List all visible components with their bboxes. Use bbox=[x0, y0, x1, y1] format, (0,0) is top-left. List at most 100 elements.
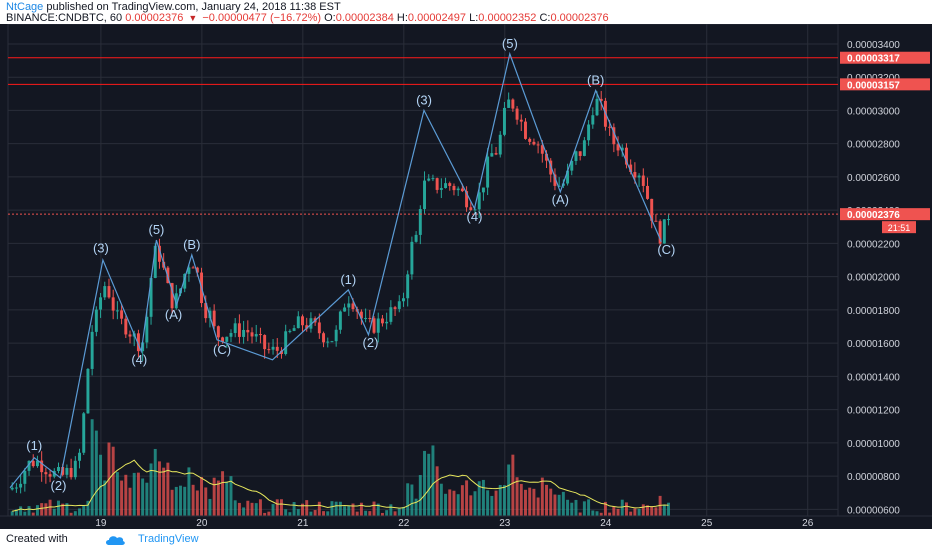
volume-bar bbox=[237, 502, 241, 516]
candle-body bbox=[279, 350, 283, 355]
volume-bar bbox=[301, 503, 304, 516]
volume-bar bbox=[532, 488, 536, 516]
candle-body bbox=[570, 160, 574, 171]
price-label-bg bbox=[840, 51, 930, 64]
volume-bar bbox=[44, 503, 48, 516]
candle-body bbox=[397, 301, 401, 309]
candle-body bbox=[444, 183, 448, 189]
volume-bar bbox=[624, 502, 628, 516]
volume-bar bbox=[23, 511, 27, 516]
volume-bar bbox=[187, 467, 191, 516]
volume-bar bbox=[145, 482, 149, 516]
tradingview-cloud-icon bbox=[106, 536, 125, 545]
candle-body bbox=[380, 318, 384, 324]
candle-body bbox=[591, 115, 595, 125]
candle-body bbox=[402, 298, 405, 302]
x-tick-label: 25 bbox=[701, 518, 713, 529]
candle-body bbox=[549, 160, 553, 175]
volume-bar bbox=[469, 495, 473, 516]
volume-bar bbox=[162, 467, 166, 516]
tradingview-brand[interactable]: TradingView bbox=[138, 533, 199, 545]
candle-body bbox=[57, 467, 60, 471]
price-chart[interactable]: (1) (2) (3) (4) (5) (A) (B) (C) (1) (2) (3) (4) (5) (… bbox=[0, 24, 932, 529]
candle-body bbox=[515, 108, 519, 120]
volume-bar bbox=[561, 491, 565, 516]
candle-body bbox=[536, 144, 540, 146]
high-value: 0.00002497 bbox=[407, 12, 467, 24]
candle-body bbox=[338, 311, 342, 330]
volume-bar bbox=[582, 501, 586, 516]
volume-bars bbox=[10, 419, 671, 516]
volume-bar bbox=[57, 500, 60, 516]
volume-bar bbox=[603, 501, 607, 516]
wave-label: (4) bbox=[131, 352, 147, 367]
volume-bar bbox=[524, 489, 527, 516]
volume-bar bbox=[620, 499, 624, 516]
price-axis[interactable]: 0.00000600 0.00000800 0.00001000 0.00001200… bbox=[840, 40, 930, 516]
volume-bar bbox=[229, 476, 233, 516]
volume-bar bbox=[570, 502, 574, 516]
time-axis[interactable]: 19 20 21 22 23 24 25 26 bbox=[0, 515, 932, 529]
volume-bar bbox=[406, 483, 410, 516]
candle-body bbox=[347, 303, 351, 308]
published-text: published on TradingView.com, January 24… bbox=[46, 1, 341, 13]
chart-canvas[interactable]: (1) (2) (3) (4) (5) (A) (B) (C) (1) (2) (3) (4) (5) (… bbox=[0, 24, 932, 529]
candle-body bbox=[237, 323, 241, 337]
volume-bar bbox=[460, 485, 464, 516]
candle-body bbox=[271, 346, 275, 350]
volume-bar bbox=[208, 498, 212, 516]
publish-line: NtCage published on TradingView.com, Jan… bbox=[6, 1, 341, 13]
high-label: H: bbox=[396, 12, 408, 24]
candle-body bbox=[254, 334, 258, 337]
volume-bar bbox=[35, 505, 39, 516]
volume-bar bbox=[166, 462, 170, 516]
price-label-bg bbox=[840, 78, 930, 91]
volume-bar bbox=[284, 509, 288, 516]
candle-body bbox=[376, 318, 380, 333]
candle-body bbox=[86, 368, 90, 414]
candle-body bbox=[528, 138, 532, 142]
y-tick-label: 0.00002000 bbox=[847, 273, 900, 284]
wave-label: (2) bbox=[51, 478, 67, 493]
volume-bar bbox=[191, 484, 195, 516]
candle-body bbox=[406, 274, 410, 299]
candle-body bbox=[14, 487, 18, 489]
footer: Created with TradingView bbox=[0, 529, 932, 550]
candle-body bbox=[595, 98, 599, 116]
volume-bar bbox=[65, 503, 69, 516]
candle-body bbox=[250, 332, 254, 337]
volume-bar bbox=[368, 511, 372, 516]
candle-body bbox=[460, 188, 464, 192]
y-tick-label: 0.00002800 bbox=[847, 140, 900, 151]
candle-body bbox=[574, 151, 578, 161]
candle-body bbox=[40, 460, 44, 473]
wave-label: (1) bbox=[340, 272, 356, 287]
created-with-text: Created with bbox=[6, 533, 68, 545]
candle-body bbox=[620, 147, 624, 151]
volume-bar bbox=[157, 461, 161, 516]
volume-bar bbox=[149, 463, 153, 516]
volume-bar bbox=[637, 508, 641, 516]
candle-body bbox=[662, 219, 666, 244]
candle-body bbox=[275, 346, 279, 351]
close-value: 0.00002376 bbox=[550, 12, 609, 24]
candle-body bbox=[221, 337, 225, 342]
volume-bar bbox=[423, 450, 426, 516]
candle-body bbox=[629, 164, 633, 172]
candle-body bbox=[292, 328, 296, 331]
volume-bar bbox=[612, 506, 616, 516]
volume-bar bbox=[124, 474, 128, 516]
candle-body bbox=[284, 331, 288, 355]
volume-bar bbox=[174, 486, 178, 516]
candle-body bbox=[242, 329, 246, 337]
volume-bar bbox=[397, 508, 401, 516]
candle-body bbox=[393, 307, 397, 309]
candle-body bbox=[157, 245, 161, 262]
candle-body bbox=[90, 331, 94, 369]
volume-bar bbox=[502, 485, 506, 516]
volume-bar bbox=[136, 472, 140, 516]
candle-body bbox=[31, 460, 35, 467]
candle-body bbox=[69, 467, 73, 478]
author-link[interactable]: NtCage bbox=[6, 1, 44, 13]
